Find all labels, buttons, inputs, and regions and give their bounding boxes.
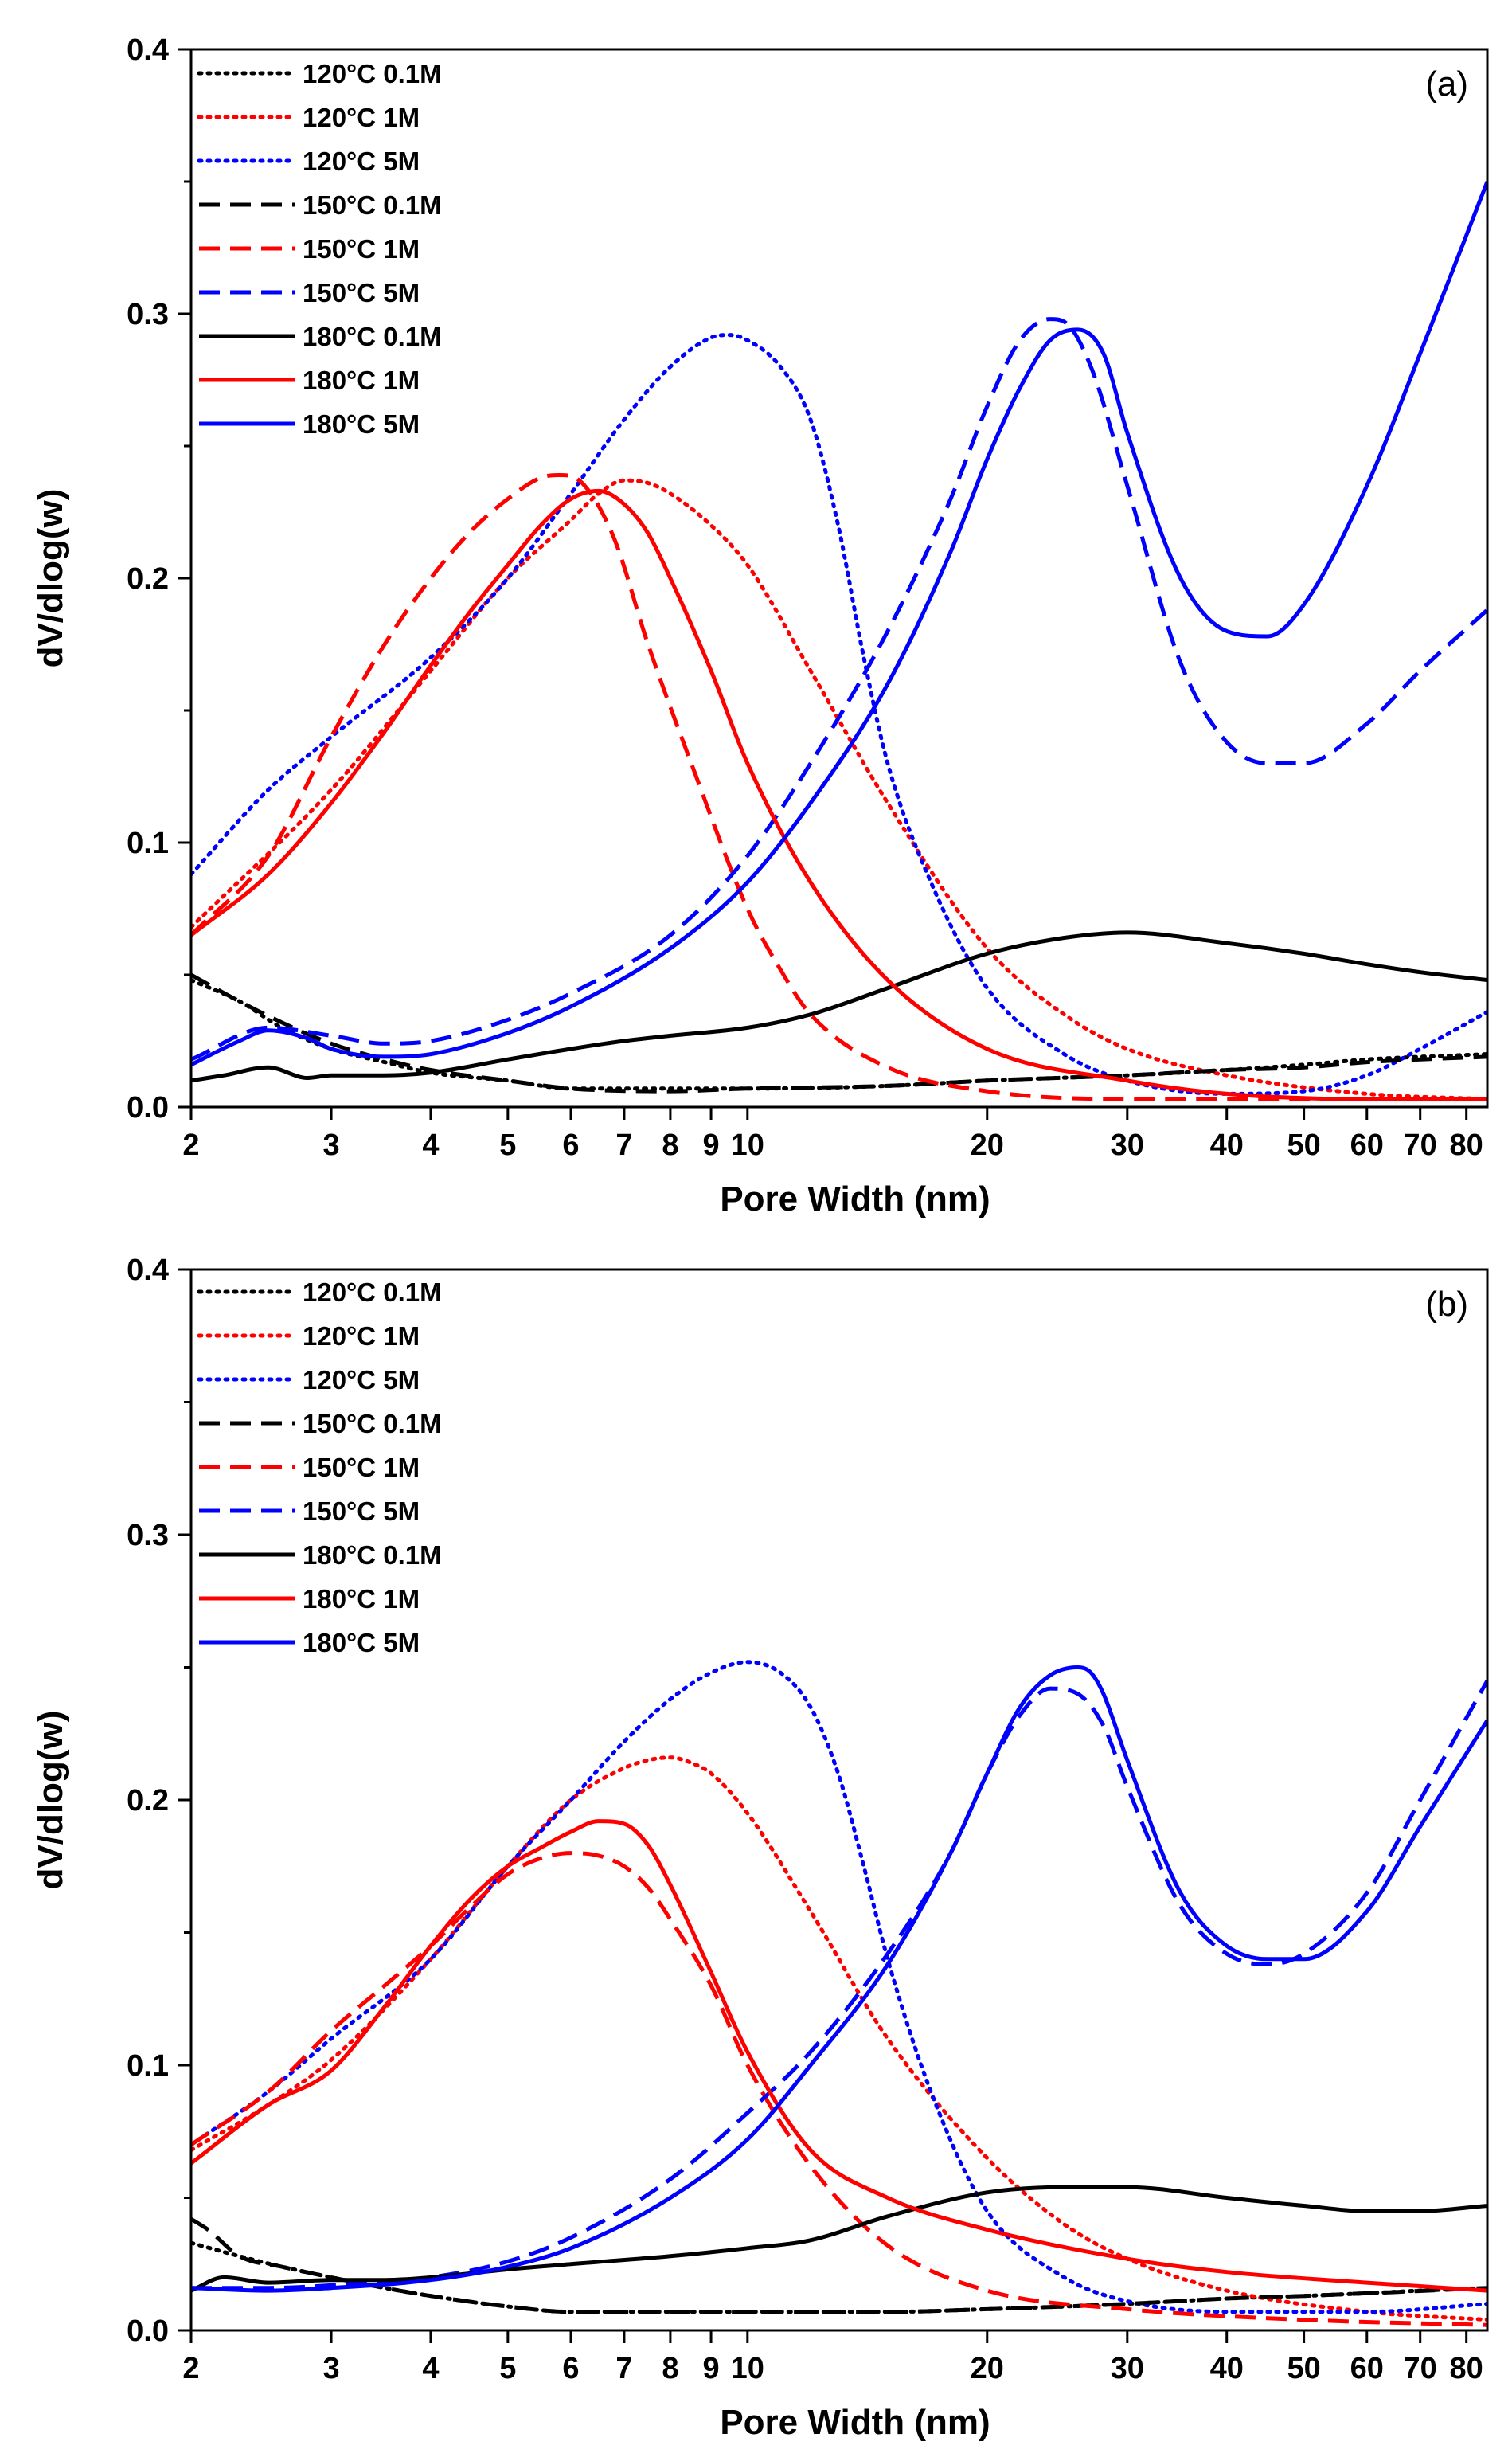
x-tick-label: 80: [1450, 2352, 1483, 2385]
legend-label-3: 150°C 0.1M: [303, 1409, 442, 1438]
legend-label-8: 180°C 5M: [303, 409, 420, 439]
x-tick-label: 30: [1111, 1129, 1144, 1162]
series-line-4: [191, 473, 1487, 1101]
x-tick-label: 8: [662, 2352, 678, 2385]
x-tick-label: 8: [662, 1129, 678, 1162]
legend-label-4: 150°C 1M: [303, 1453, 420, 1482]
legend-label-7: 180°C 1M: [303, 1584, 420, 1614]
x-tick-label: 4: [422, 1129, 439, 1162]
series-line-4: [191, 1851, 1487, 2327]
series-line-3: [191, 972, 1487, 1094]
x-tick-label: 5: [499, 2352, 516, 2385]
series-line-5: [191, 1679, 1487, 2291]
legend-label-1: 120°C 1M: [303, 1321, 420, 1351]
legend: 120°C 0.1M 120°C 1M 120°C 5M 150°C 0.1M 150°…: [197, 59, 442, 439]
series-line-6: [191, 930, 1487, 1083]
series-group: [191, 181, 1487, 1101]
panel-label: (a): [1425, 65, 1468, 104]
x-tick-label: 3: [322, 2352, 339, 2385]
y-tick-label: 0.1: [127, 827, 169, 860]
series-line-7: [191, 488, 1487, 1101]
x-tick-label: 70: [1404, 2352, 1437, 2385]
y-tick-label: 0.2: [127, 562, 169, 596]
legend-label-5: 150°C 5M: [303, 1497, 420, 1526]
x-tick-label: 9: [702, 1129, 719, 1162]
y-axis-title: dV/dlog(w): [31, 489, 70, 668]
x-tick-label: 60: [1350, 2352, 1384, 2385]
x-tick-label: 70: [1404, 1129, 1437, 1162]
x-tick-label: 50: [1287, 1129, 1320, 1162]
chart-panel-a: 2 3 4 5 6 7 8 9 10 20 30 40 50 60 70 80 0.0 0.1 0.2 0.3 0.4 P…: [31, 33, 1489, 1219]
series-line-8: [191, 1665, 1487, 2293]
legend: 120°C 0.1M 120°C 1M 120°C 5M 150°C 0.1M 150°…: [197, 1277, 442, 1657]
series-line-1: [191, 478, 1487, 1101]
x-tick-label: 10: [731, 1129, 764, 1162]
x-tick-label: 5: [499, 1129, 516, 1162]
legend-label-1: 120°C 1M: [303, 103, 420, 132]
series-line-3: [191, 2216, 1487, 2314]
legend-label-4: 150°C 1M: [303, 234, 420, 264]
chart-panel-b: 2 3 4 5 6 7 8 9 10 20 30 40 50 60 70 80 0.0 0.1 0.2 0.3 0.4 P…: [31, 1254, 1489, 2442]
series-line-6: [191, 2185, 1487, 2293]
legend-label-3: 150°C 0.1M: [303, 190, 442, 220]
y-tick-label: 0.3: [127, 298, 169, 331]
legend-label-6: 180°C 0.1M: [303, 1540, 442, 1570]
series-line-1: [191, 1755, 1487, 2322]
series-line-7: [191, 1819, 1487, 2293]
x-tick-label: 30: [1111, 2352, 1144, 2385]
x-tick-label: 80: [1450, 1129, 1483, 1162]
x-tick-label: 7: [615, 2352, 632, 2385]
x-tick-label: 50: [1287, 2352, 1320, 2385]
x-axis-title: Pore Width (nm): [720, 1180, 990, 1219]
x-tick-label: 3: [322, 1129, 339, 1162]
series-group: [191, 1660, 1487, 2327]
series-line-0: [191, 978, 1487, 1091]
legend-label-0: 120°C 0.1M: [303, 59, 442, 88]
x-tick-label: 2: [182, 2352, 199, 2385]
x-tick-label: 10: [731, 2352, 764, 2385]
y-tick-label: 0.0: [127, 2314, 169, 2348]
x-tick-label: 20: [971, 2352, 1004, 2385]
x-tick-label: 6: [562, 1129, 579, 1162]
y-axis-title: dV/dlog(w): [31, 1711, 70, 1890]
x-tick-label: 40: [1210, 1129, 1244, 1162]
x-tick-label: 2: [182, 1129, 199, 1162]
series-line-5: [191, 317, 1487, 1062]
y-tick-label: 0.4: [127, 33, 169, 67]
series-line-2: [191, 1660, 1487, 2314]
x-tick-label: 7: [615, 1129, 632, 1162]
y-tick-label: 0.0: [127, 1091, 169, 1125]
y-tick-label: 0.3: [127, 1519, 169, 1552]
series-line-8: [191, 181, 1487, 1067]
legend-label-8: 180°C 5M: [303, 1628, 420, 1657]
x-tick-label: 4: [422, 2352, 439, 2385]
legend-label-7: 180°C 1M: [303, 366, 420, 395]
x-tick-label: 40: [1210, 2352, 1244, 2385]
y-tick-label: 0.1: [127, 2049, 169, 2083]
legend-label-2: 120°C 5M: [303, 147, 420, 176]
panel-label: (b): [1425, 1285, 1468, 1324]
x-tick-label: 20: [971, 1129, 1004, 1162]
legend-label-0: 120°C 0.1M: [303, 1277, 442, 1307]
x-tick-label: 6: [562, 2352, 579, 2385]
x-axis-title: Pore Width (nm): [720, 2403, 990, 2442]
legend-label-6: 180°C 0.1M: [303, 322, 442, 351]
legend-label-2: 120°C 5M: [303, 1365, 420, 1395]
y-tick-label: 0.2: [127, 1784, 169, 1817]
x-tick-label: 9: [702, 2352, 719, 2385]
legend-label-5: 150°C 5M: [303, 278, 420, 307]
y-tick-label: 0.4: [127, 1254, 169, 1287]
x-tick-label: 60: [1350, 1129, 1384, 1162]
